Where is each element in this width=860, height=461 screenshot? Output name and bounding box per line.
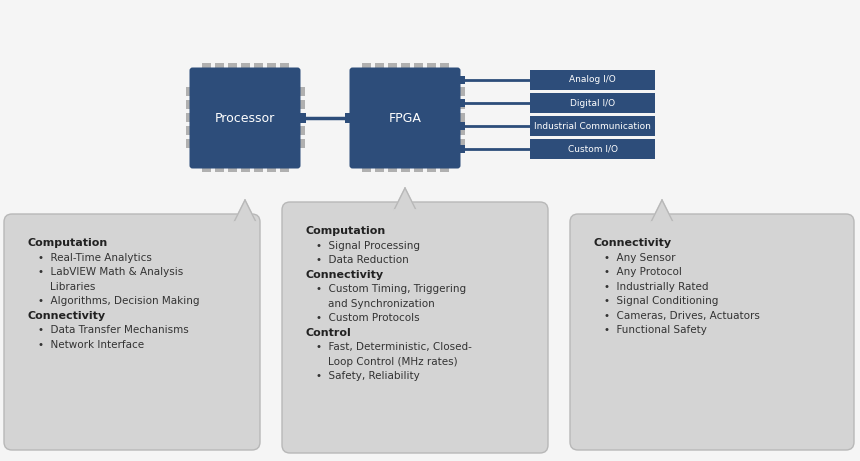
Text: •  Custom Timing, Triggering: • Custom Timing, Triggering (316, 284, 466, 294)
FancyBboxPatch shape (401, 64, 409, 71)
FancyBboxPatch shape (458, 100, 464, 110)
Text: •  Signal Conditioning: • Signal Conditioning (604, 296, 718, 306)
Text: Libraries: Libraries (50, 282, 95, 291)
FancyBboxPatch shape (427, 165, 435, 172)
FancyBboxPatch shape (374, 64, 384, 71)
FancyBboxPatch shape (458, 140, 464, 148)
FancyBboxPatch shape (427, 64, 435, 71)
Polygon shape (394, 188, 416, 210)
FancyBboxPatch shape (214, 64, 224, 71)
FancyBboxPatch shape (186, 140, 193, 148)
FancyBboxPatch shape (186, 100, 193, 110)
FancyBboxPatch shape (201, 64, 211, 71)
FancyBboxPatch shape (228, 165, 236, 172)
FancyBboxPatch shape (298, 113, 304, 123)
Text: •  Algorithms, Decision Making: • Algorithms, Decision Making (38, 296, 200, 306)
Text: Industrial Communication: Industrial Communication (534, 122, 651, 130)
FancyBboxPatch shape (414, 64, 422, 71)
FancyBboxPatch shape (254, 165, 262, 172)
Text: •  Any Protocol: • Any Protocol (604, 267, 682, 277)
FancyBboxPatch shape (458, 126, 464, 136)
Text: •  Functional Safety: • Functional Safety (604, 325, 707, 335)
Text: •  Industrially Rated: • Industrially Rated (604, 282, 709, 291)
Text: •  Cameras, Drives, Actuators: • Cameras, Drives, Actuators (604, 311, 760, 320)
Text: Processor: Processor (215, 112, 275, 124)
FancyBboxPatch shape (189, 67, 300, 169)
FancyBboxPatch shape (186, 113, 193, 123)
Text: •  LabVIEW Math & Analysis: • LabVIEW Math & Analysis (38, 267, 183, 277)
Text: •  Fast, Deterministic, Closed-: • Fast, Deterministic, Closed- (316, 342, 472, 352)
FancyBboxPatch shape (374, 165, 384, 172)
Text: •  Real-Time Analytics: • Real-Time Analytics (38, 253, 152, 262)
FancyBboxPatch shape (345, 113, 353, 123)
FancyBboxPatch shape (280, 64, 288, 71)
FancyBboxPatch shape (4, 214, 260, 450)
FancyBboxPatch shape (361, 165, 371, 172)
FancyBboxPatch shape (241, 165, 249, 172)
FancyBboxPatch shape (201, 165, 211, 172)
Text: •  Safety, Reliability: • Safety, Reliability (316, 371, 420, 381)
Text: Computation: Computation (306, 226, 386, 236)
FancyBboxPatch shape (298, 100, 304, 110)
FancyBboxPatch shape (530, 93, 655, 113)
Text: Computation: Computation (28, 238, 108, 248)
FancyBboxPatch shape (267, 64, 275, 71)
FancyBboxPatch shape (361, 64, 371, 71)
FancyBboxPatch shape (458, 122, 464, 130)
FancyBboxPatch shape (414, 165, 422, 172)
Text: •  Data Transfer Mechanisms: • Data Transfer Mechanisms (38, 325, 188, 335)
Text: •  Any Sensor: • Any Sensor (604, 253, 675, 262)
Polygon shape (651, 200, 673, 222)
FancyBboxPatch shape (186, 88, 193, 96)
Text: •  Signal Processing: • Signal Processing (316, 241, 420, 250)
FancyBboxPatch shape (282, 202, 548, 453)
Text: Connectivity: Connectivity (28, 311, 106, 320)
Text: Connectivity: Connectivity (594, 238, 673, 248)
Text: and Synchronization: and Synchronization (328, 299, 435, 308)
Text: •  Network Interface: • Network Interface (38, 339, 144, 349)
FancyBboxPatch shape (241, 64, 249, 71)
FancyBboxPatch shape (458, 145, 464, 153)
FancyBboxPatch shape (254, 64, 262, 71)
FancyBboxPatch shape (214, 165, 224, 172)
Text: Control: Control (306, 327, 352, 337)
FancyBboxPatch shape (401, 165, 409, 172)
Text: Loop Control (MHz rates): Loop Control (MHz rates) (328, 356, 458, 366)
Text: Connectivity: Connectivity (306, 270, 384, 279)
FancyBboxPatch shape (228, 64, 236, 71)
FancyBboxPatch shape (349, 67, 460, 169)
FancyBboxPatch shape (570, 214, 854, 450)
Text: Custom I/O: Custom I/O (568, 144, 617, 154)
FancyBboxPatch shape (388, 165, 396, 172)
FancyBboxPatch shape (280, 165, 288, 172)
FancyBboxPatch shape (186, 126, 193, 136)
Text: Digital I/O: Digital I/O (570, 99, 615, 107)
Text: •  Custom Protocols: • Custom Protocols (316, 313, 420, 323)
FancyBboxPatch shape (458, 88, 464, 96)
FancyBboxPatch shape (530, 70, 655, 90)
Text: FPGA: FPGA (389, 112, 421, 124)
FancyBboxPatch shape (439, 165, 449, 172)
FancyBboxPatch shape (439, 64, 449, 71)
FancyBboxPatch shape (458, 76, 464, 84)
FancyBboxPatch shape (267, 165, 275, 172)
FancyBboxPatch shape (388, 64, 396, 71)
FancyBboxPatch shape (530, 116, 655, 136)
Text: •  Data Reduction: • Data Reduction (316, 255, 408, 265)
FancyBboxPatch shape (298, 113, 305, 123)
FancyBboxPatch shape (298, 140, 304, 148)
FancyBboxPatch shape (458, 113, 464, 123)
Polygon shape (234, 200, 256, 222)
FancyBboxPatch shape (458, 99, 464, 107)
FancyBboxPatch shape (298, 88, 304, 96)
Text: Analog I/O: Analog I/O (569, 76, 616, 84)
FancyBboxPatch shape (298, 126, 304, 136)
FancyBboxPatch shape (530, 139, 655, 159)
